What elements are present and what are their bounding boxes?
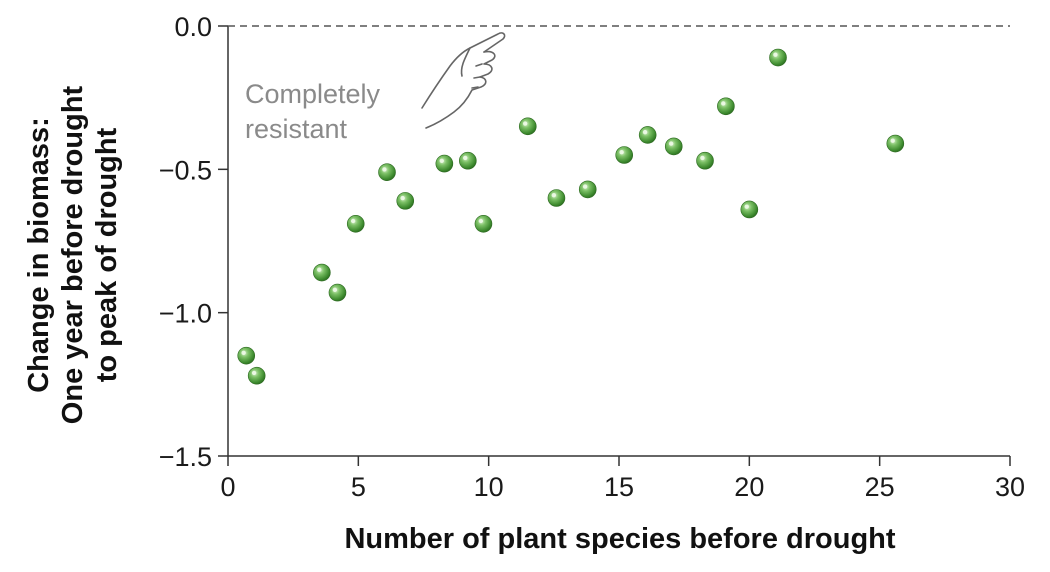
data-point	[717, 97, 735, 116]
annotation-line-2: resistant	[245, 114, 348, 144]
y-axis-label-line-2: One year before drought	[57, 85, 89, 424]
y-tick-label: 0.0	[174, 12, 212, 42]
x-tick-label: 5	[351, 472, 366, 502]
x-tick-label: 10	[474, 472, 504, 502]
x-tick-label: 0	[220, 472, 235, 502]
data-point	[459, 151, 477, 170]
data-point	[247, 366, 266, 385]
pointing-hand-icon	[421, 32, 506, 129]
x-axis-title: Number of plant species before drought	[344, 523, 895, 555]
x-tick-label: 30	[995, 472, 1025, 502]
data-point	[237, 346, 256, 365]
x-tick-label: 15	[604, 472, 634, 502]
y-axis-label-line-3: to peak of drought	[91, 127, 123, 382]
data-point	[547, 189, 566, 207]
axes: 0 5 10 15 20 25 30 0.0 −0.5 −1.0 −1.5	[159, 12, 1025, 502]
data-point	[769, 48, 787, 67]
data-point	[886, 134, 905, 153]
annotation-layer: Completely resistant	[245, 32, 506, 144]
y-tick-label: −1.0	[159, 299, 212, 329]
annotation-line-1: Completely	[245, 79, 381, 109]
data-point	[740, 200, 759, 219]
data-point	[435, 154, 454, 173]
data-point	[578, 180, 597, 199]
data-point	[638, 126, 657, 144]
data-point	[328, 283, 347, 302]
y-axis-title: Change in biomass: One year before droug…	[23, 85, 123, 424]
y-tick-label: −0.5	[159, 155, 212, 185]
x-axis-label: Number of plant species before drought	[344, 523, 895, 555]
data-point	[313, 263, 331, 282]
data-point	[346, 215, 365, 233]
data-point	[396, 192, 415, 210]
x-tick-label: 25	[865, 472, 895, 502]
data-point	[518, 117, 537, 136]
y-axis-label-line-1: Change in biomass:	[23, 117, 55, 393]
x-tick-label: 20	[734, 472, 764, 502]
data-point	[696, 151, 714, 170]
data-point	[664, 137, 683, 156]
data-point	[378, 163, 396, 181]
data-point	[615, 146, 634, 164]
data-points	[237, 48, 905, 385]
data-point	[474, 215, 493, 233]
y-tick-label: −1.5	[159, 442, 212, 472]
